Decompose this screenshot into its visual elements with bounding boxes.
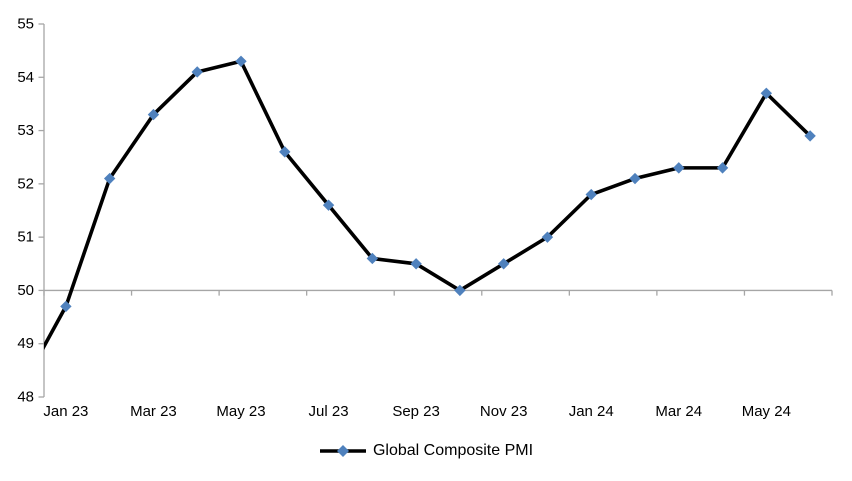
data-point-marker	[322, 199, 335, 211]
x-tick-label: Sep 23	[392, 403, 440, 420]
legend-line-marker-icon	[319, 445, 366, 457]
data-point-marker	[410, 258, 422, 270]
chart-legend: Global Composite PMI	[0, 440, 852, 462]
data-point-marker	[103, 172, 116, 185]
x-tick-label: Mar 23	[130, 403, 177, 420]
y-tick-label: 53	[17, 122, 34, 139]
data-point-marker	[366, 252, 379, 265]
x-tick-label: May 24	[742, 403, 791, 420]
y-tick-label: 51	[17, 229, 34, 246]
x-tick-label: Mar 24	[655, 403, 702, 420]
data-point-marker	[497, 258, 510, 270]
data-point-marker	[191, 66, 203, 78]
data-point-marker	[716, 162, 729, 174]
data-point-marker	[147, 108, 160, 121]
data-point-marker	[673, 162, 685, 174]
y-tick-label: 49	[17, 335, 34, 352]
data-point-marker	[585, 188, 597, 201]
data-point-marker	[279, 146, 291, 158]
x-tick-label: Nov 23	[480, 403, 528, 420]
data-point-marker	[629, 172, 641, 185]
y-tick-label: 55	[17, 16, 34, 33]
legend-label: Global Composite PMI	[372, 442, 534, 459]
x-tick-label: Jan 24	[569, 403, 614, 420]
y-tick-label: 52	[17, 175, 34, 192]
data-point-marker	[804, 130, 816, 142]
x-tick-label: Jan 23	[43, 403, 88, 420]
series-line-global-composite-pmi	[44, 59, 812, 351]
data-point-marker	[235, 55, 247, 67]
data-point-marker	[760, 87, 773, 99]
data-point-marker	[454, 284, 466, 297]
data-point-marker	[541, 231, 554, 243]
x-tick-label: May 23	[216, 403, 265, 420]
y-tick-label: 54	[17, 69, 34, 86]
x-tick-label: Jul 23	[309, 403, 349, 420]
y-tick-label: 50	[17, 282, 34, 299]
y-tick-label: 48	[17, 389, 34, 406]
data-point-marker	[60, 300, 72, 313]
